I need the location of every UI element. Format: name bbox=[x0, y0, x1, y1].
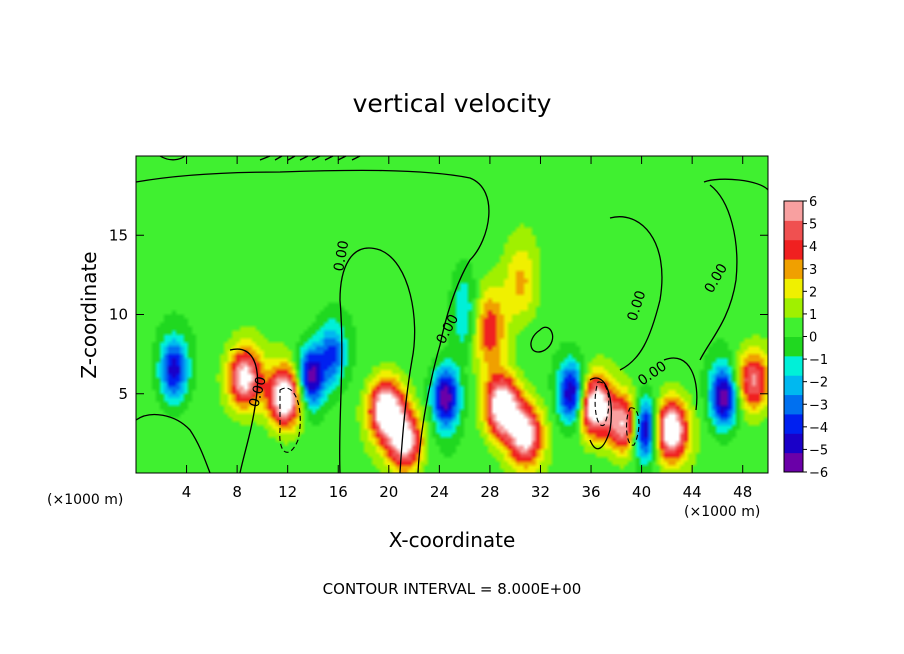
zero-contours bbox=[135, 155, 769, 474]
colorbar-swatch bbox=[784, 355, 803, 376]
colorbar-tick-label: 3 bbox=[809, 263, 817, 278]
contour-line bbox=[594, 381, 610, 426]
y-axis-label: Z-coordinate bbox=[77, 251, 101, 378]
colorbar-swatch bbox=[784, 336, 803, 357]
chart-title: vertical velocity bbox=[353, 89, 552, 118]
colorbar-swatch bbox=[784, 220, 803, 241]
colorbar-tick-label: 4 bbox=[809, 240, 817, 255]
contour-line bbox=[663, 357, 698, 411]
x-tick-label: 20 bbox=[379, 483, 398, 501]
colorbar-tick-label: 5 bbox=[809, 218, 817, 233]
x-unit-left: (×1000 m) bbox=[47, 492, 123, 508]
y-tick-label: 10 bbox=[109, 306, 128, 324]
contour-line bbox=[159, 155, 186, 161]
contour-label: 0.00 bbox=[246, 375, 270, 409]
contour-line bbox=[589, 377, 612, 450]
colorbar-swatch bbox=[784, 452, 803, 473]
x-tick-label: 44 bbox=[683, 483, 702, 501]
contour-line bbox=[259, 155, 361, 161]
colorbar-tick-label: 0 bbox=[809, 331, 817, 346]
colorbar: 6 5 4 3 2 1 0 −1 −2 −3 −4 −5 −6 bbox=[783, 195, 828, 481]
contour-line bbox=[135, 169, 490, 474]
colorbar-swatch bbox=[784, 239, 803, 260]
contour-line bbox=[135, 413, 211, 474]
y-tick-label: 15 bbox=[109, 226, 128, 244]
negative-contours bbox=[279, 381, 640, 453]
contour-line bbox=[609, 216, 663, 371]
x-unit-right: (×1000 m) bbox=[684, 504, 760, 520]
x-tick-label: 24 bbox=[430, 483, 449, 501]
x-tick-label: 16 bbox=[329, 483, 348, 501]
x-axis: 4 8 12 16 20 24 28 32 36 40 44 48 bbox=[182, 156, 752, 501]
colorbar-tick-label: −5 bbox=[809, 443, 828, 458]
colorbar-swatch bbox=[784, 375, 803, 396]
contour-line bbox=[699, 184, 738, 361]
colorbar-swatch bbox=[784, 317, 803, 337]
x-tick-label: 48 bbox=[733, 483, 752, 501]
colorbar-swatch bbox=[784, 413, 803, 434]
colorbar-swatch bbox=[784, 201, 803, 221]
x-tick-label: 8 bbox=[232, 483, 242, 501]
colorbar-swatch bbox=[784, 259, 803, 279]
x-tick-label: 32 bbox=[531, 483, 550, 501]
colorbar-swatch bbox=[784, 278, 803, 299]
contour-line bbox=[703, 178, 769, 191]
x-tick-label: 4 bbox=[182, 483, 192, 501]
contour-line bbox=[279, 387, 301, 453]
colorbar-swatch bbox=[784, 433, 803, 454]
x-tick-label: 40 bbox=[632, 483, 651, 501]
y-tick-label: 5 bbox=[118, 385, 128, 403]
contour-line bbox=[530, 326, 554, 353]
x-tick-label: 12 bbox=[278, 483, 297, 501]
colorbar-tick-label: 1 bbox=[809, 308, 817, 323]
colorbar-tick-label: −4 bbox=[809, 421, 828, 436]
colorbar-tick-label: −2 bbox=[809, 376, 828, 391]
contour-line bbox=[625, 407, 640, 446]
x-tick-label: 36 bbox=[581, 483, 600, 501]
contour-line bbox=[229, 348, 259, 474]
plot-area: 0.00 0.00 0.00 0.00 0.00 0.00 bbox=[135, 155, 769, 474]
colorbar-swatch bbox=[784, 394, 803, 415]
colorbar-tick-label: 6 bbox=[809, 195, 817, 210]
x-tick-label: 28 bbox=[480, 483, 499, 501]
y-axis: 5 10 15 bbox=[109, 226, 768, 403]
colorbar-tick-label: −6 bbox=[809, 466, 828, 481]
heatmap-field bbox=[136, 156, 768, 473]
colorbar-tick-label: 2 bbox=[809, 285, 817, 300]
contour-line bbox=[338, 247, 416, 474]
colorbar-swatch bbox=[784, 297, 803, 318]
colorbar-tick-label: −1 bbox=[809, 353, 828, 368]
colorbar-tick-label: −3 bbox=[809, 398, 828, 413]
x-axis-label: X-coordinate bbox=[389, 528, 516, 552]
contour-label: 0.00 bbox=[331, 239, 352, 272]
contour-interval-note: CONTOUR INTERVAL = 8.000E+00 bbox=[323, 580, 582, 598]
